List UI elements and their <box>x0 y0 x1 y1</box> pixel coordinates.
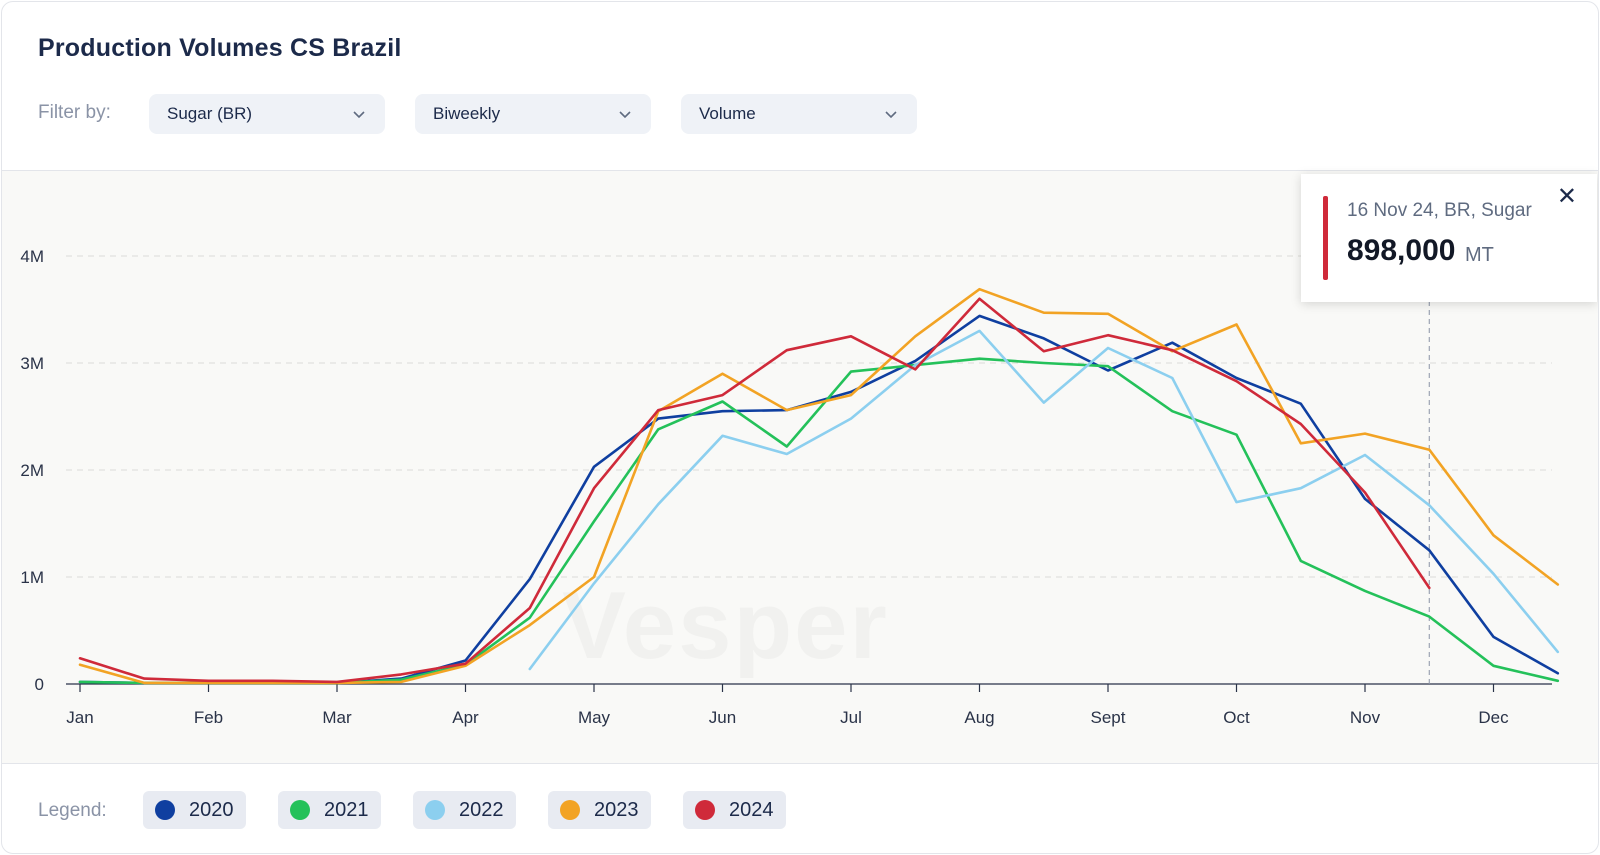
x-tick-label: Oct <box>1223 708 1250 727</box>
series-line-2021 <box>78 357 1560 685</box>
y-tick-label: 3M <box>20 354 44 373</box>
commodity-select-value: Sugar (BR) <box>167 104 253 123</box>
legend-item-label: 2020 <box>189 798 234 821</box>
period-select-value: Biweekly <box>433 104 501 123</box>
x-tick-label: Jul <box>840 708 862 727</box>
x-tick-label: Jan <box>66 708 93 727</box>
x-tick-label: May <box>578 708 611 727</box>
data-tooltip: 16 Nov 24, BR, Sugar 898,000 MT ✕ <box>1301 174 1597 302</box>
y-tick-label: 4M <box>20 247 44 266</box>
x-tick-label: Sept <box>1091 708 1126 727</box>
close-icon[interactable]: ✕ <box>1556 183 1577 210</box>
x-tick-label: Dec <box>1478 708 1509 727</box>
tooltip-label: 16 Nov 24, BR, Sugar <box>1347 200 1532 221</box>
legend-item-2022[interactable]: 2022 <box>413 791 516 829</box>
x-tick-label: Mar <box>322 708 352 727</box>
filter-label: Filter by: <box>38 102 111 123</box>
y-tick-label: 2M <box>20 461 44 480</box>
commodity-select[interactable]: Sugar (BR) <box>149 94 385 134</box>
period-select[interactable]: Biweekly <box>415 94 651 134</box>
legend-item-2020[interactable]: 2020 <box>143 791 246 829</box>
legend-item-2023[interactable]: 2023 <box>548 791 651 829</box>
chevron-down-icon <box>885 111 897 119</box>
legend-item-label: 2024 <box>729 798 774 821</box>
series-line-2023 <box>78 287 1560 685</box>
x-tick-label: Feb <box>194 708 223 727</box>
line-chart[interactable]: 0 1M 2M 3M 4M Jan Feb Mar Apr May Jun Jul Aug Sept Oct… <box>2 171 1598 763</box>
tooltip-value: 898,000 <box>1347 234 1456 267</box>
series-line-2022 <box>528 329 1560 671</box>
legend-item-2021[interactable]: 2021 <box>278 791 381 829</box>
metric-select-value: Volume <box>699 104 756 123</box>
metric-select[interactable]: Volume <box>681 94 917 134</box>
legend-dot-icon <box>290 800 310 820</box>
page-title: Production Volumes CS Brazil <box>38 34 402 62</box>
tooltip-unit: MT <box>1465 244 1494 266</box>
y-tick-label: 1M <box>20 568 44 587</box>
tooltip-color-bar <box>1323 196 1328 280</box>
x-tick-label: Nov <box>1350 708 1381 727</box>
legend-dot-icon <box>155 800 175 820</box>
x-tick-label: Jun <box>709 708 736 727</box>
y-tick-label: 0 <box>35 675 44 694</box>
chevron-down-icon <box>619 111 631 119</box>
legend-item-label: 2022 <box>459 798 504 821</box>
x-tick-label: Apr <box>452 708 479 727</box>
series-line-2024 <box>78 297 1431 684</box>
x-tick-label: Aug <box>964 708 994 727</box>
legend-item-label: 2023 <box>594 798 639 821</box>
legend-dot-icon <box>695 800 715 820</box>
legend-label: Legend: <box>38 800 107 821</box>
legend-dot-icon <box>560 800 580 820</box>
legend-item-2024[interactable]: 2024 <box>683 791 786 829</box>
series-line-2020 <box>78 314 1560 685</box>
legend-item-label: 2021 <box>324 798 369 821</box>
legend-dot-icon <box>425 800 445 820</box>
chevron-down-icon <box>353 111 365 119</box>
